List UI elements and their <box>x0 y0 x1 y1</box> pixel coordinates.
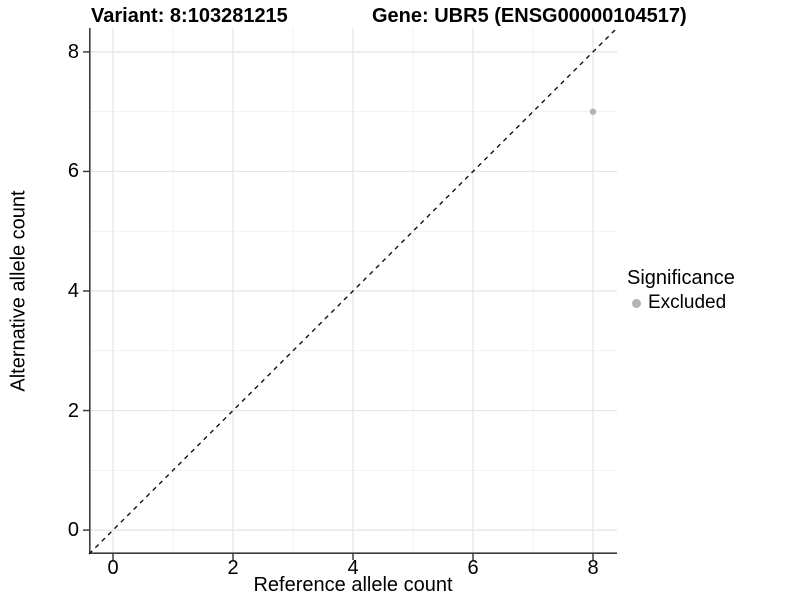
data-point <box>589 108 597 115</box>
plot-title-variant: Variant: 8:103281215 <box>91 5 288 27</box>
legend-item-label: Excluded <box>648 292 727 313</box>
x-tick-label: 2 <box>227 557 239 579</box>
legend-item-excluded: Excluded <box>627 292 735 314</box>
x-axis-title: Reference allele count <box>253 574 453 596</box>
x-tick-label: 0 <box>107 557 119 579</box>
y-tick-label: 2 <box>67 399 79 422</box>
y-tick-label: 6 <box>67 160 79 183</box>
legend: Significance Excluded <box>627 266 735 314</box>
legend-title: Significance <box>627 267 735 289</box>
plot-panel <box>83 27 618 560</box>
identity-line <box>88 27 618 555</box>
x-tick-label: 4 <box>347 557 359 579</box>
plot-canvas <box>83 27 618 560</box>
plot-title-gene: Gene: UBR5 (ENSG00000104517) <box>372 5 687 27</box>
x-tick-label: 6 <box>467 557 479 579</box>
x-tick-label: 8 <box>587 557 599 579</box>
y-tick-label: 0 <box>67 519 79 542</box>
legend-point-marker-icon <box>632 298 641 308</box>
y-axis-title: Alternative allele count <box>7 190 30 392</box>
y-tick-label: 4 <box>67 280 79 302</box>
y-tick-label: 8 <box>67 40 79 63</box>
